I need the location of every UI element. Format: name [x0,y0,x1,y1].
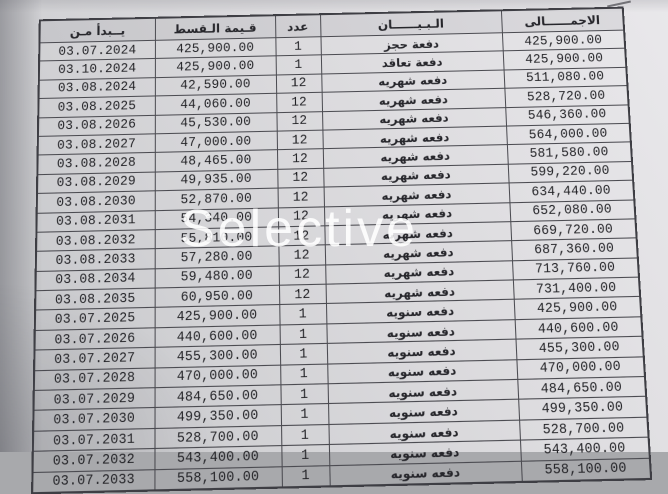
cell-start-date: 03.07.2032 [32,449,154,472]
cell-count: 1 [280,364,327,385]
cell-count: 1 [280,344,327,365]
cell-start-date: 03.07.2031 [33,428,155,451]
cell-count: 1 [282,465,330,487]
scanned-table-area: يــبدأ مـن قـيمة الـقسط عدد الـبـيــــــ… [31,7,650,494]
cell-count: 1 [280,324,327,345]
cell-start-date: 03.08.2030 [37,191,155,213]
col-header-start-date: يــبدأ مـن [39,18,155,43]
cell-start-date: 03.07.2027 [34,348,154,371]
cell-count: 12 [278,245,325,266]
table-body: 03.07.2024 425,900.00 1 دفعة حجز 425,900.00 0… [32,30,651,493]
cell-count: 12 [276,74,322,94]
cell-start-date: 03.08.2031 [36,210,154,232]
cell-start-date: 03.07.2030 [33,408,154,431]
cell-count: 1 [280,384,328,405]
cell-count: 1 [281,445,329,467]
cell-count: 1 [276,55,322,75]
cell-total: 558,100.00 [521,458,651,482]
cell-count: 12 [277,149,323,169]
col-header-total: الاجمــــــالى [501,8,624,33]
cell-count: 1 [279,304,326,325]
cell-count: 12 [278,187,324,207]
cell-start-date: 03.08.2033 [36,249,155,271]
cell-count: 12 [276,111,322,131]
cell-installment-value: 543,400.00 [154,446,281,469]
cell-start-date: 03.08.2028 [37,153,154,175]
cell-count: 12 [279,265,326,286]
col-header-installment-value: قـيمة الـقسط [155,15,275,40]
cell-start-date: 03.10.2024 [39,59,155,80]
cell-count: 12 [276,92,322,112]
cell-count: 1 [281,404,329,425]
cell-count: 12 [278,226,325,246]
cell-start-date: 03.08.2034 [35,268,154,290]
cell-start-date: 03.08.2035 [35,288,155,310]
cell-start-date: 03.08.2029 [37,172,155,194]
cell-start-date: 03.07.2033 [32,469,154,493]
cell-start-date: 03.07.2026 [34,328,154,351]
cell-start-date: 03.08.2026 [38,115,155,136]
cell-count: 12 [279,284,326,305]
cell-installment-value: 558,100.00 [154,466,282,490]
cell-count: 1 [275,37,321,56]
cell-start-date: 03.08.2024 [39,77,155,98]
cell-description: دفعه سنويه [329,461,522,487]
cell-start-date: 03.08.2032 [36,230,155,252]
cell-start-date: 03.07.2028 [34,368,155,391]
cell-count: 12 [278,206,325,226]
cell-count: 12 [277,168,323,188]
payment-schedule-table: يــبدأ مـن قـيمة الـقسط عدد الـبـيــــــ… [31,7,652,494]
cell-count: 12 [277,130,323,150]
cell-start-date: 03.08.2027 [38,134,155,156]
cell-count: 1 [281,424,329,446]
cell-start-date: 03.07.2029 [33,388,154,411]
cell-start-date: 03.07.2025 [35,308,155,331]
col-header-count: عدد [275,14,320,37]
cell-installment-value: 528,700.00 [154,425,281,448]
